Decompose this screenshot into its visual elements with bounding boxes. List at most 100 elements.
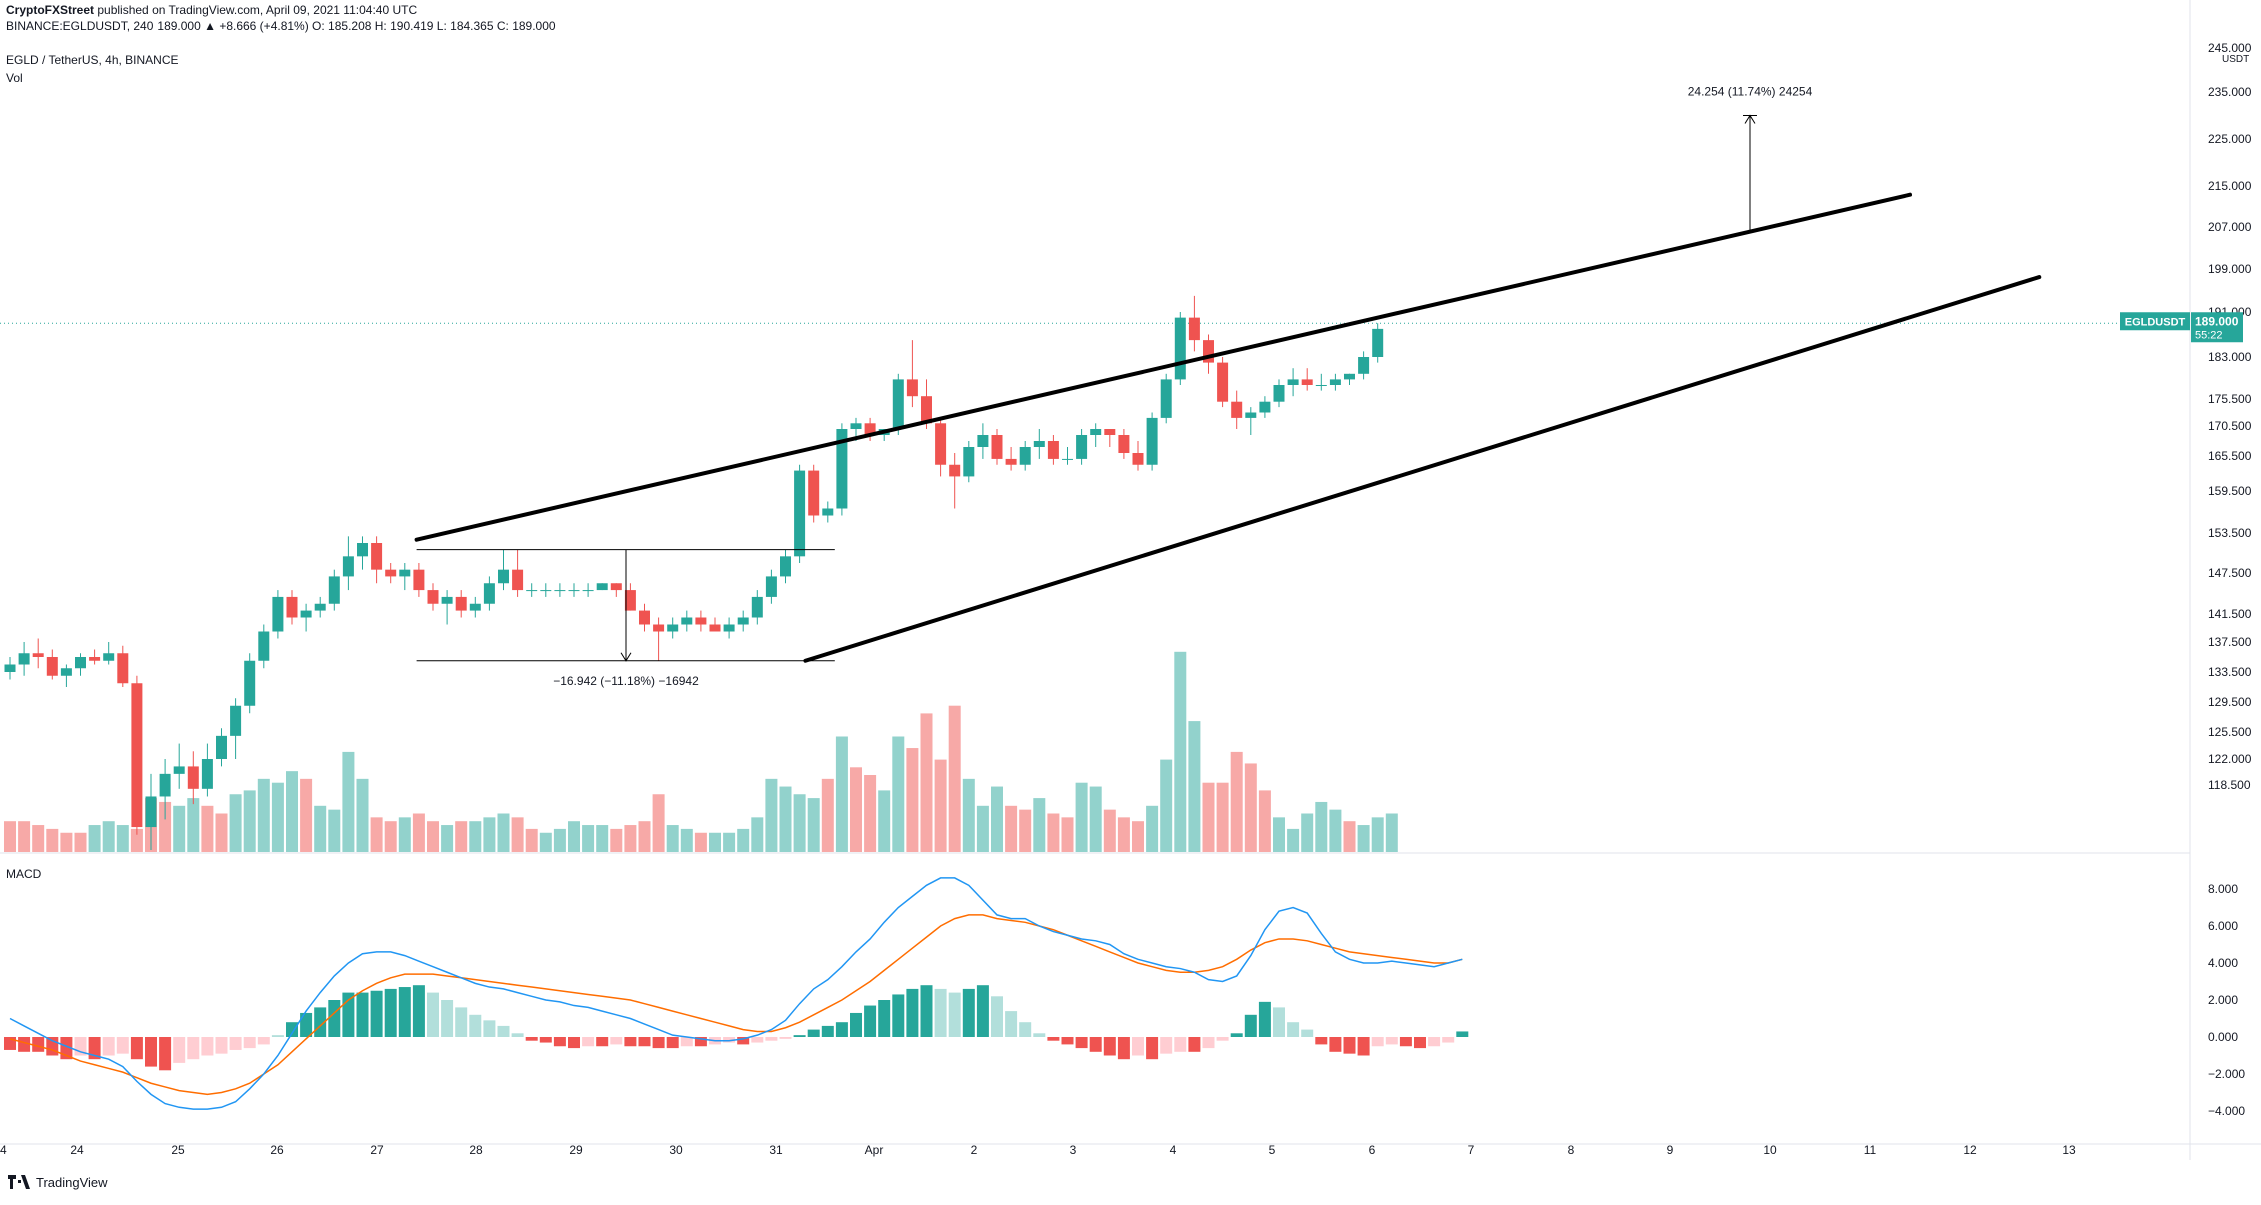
candle-body[interactable] (187, 766, 199, 789)
candle-body[interactable] (1259, 401, 1271, 413)
candle-body[interactable] (1146, 417, 1158, 465)
candle-body[interactable] (145, 796, 157, 828)
candle-body[interactable] (1217, 362, 1229, 402)
candle-body[interactable] (667, 624, 679, 632)
candle-body[interactable] (639, 610, 650, 625)
candle-body[interactable] (4, 664, 16, 673)
candle-body[interactable] (1358, 357, 1370, 374)
candle-body[interactable] (1344, 373, 1355, 380)
candle-body[interactable] (596, 583, 608, 591)
candle-body[interactable] (1315, 385, 1327, 386)
candle-body[interactable] (624, 590, 636, 611)
candle-body[interactable] (371, 543, 383, 570)
candle-body[interactable] (991, 435, 1003, 459)
candle-body[interactable] (427, 590, 439, 604)
candle-body[interactable] (1301, 379, 1313, 385)
candle-body[interactable] (1019, 447, 1031, 465)
wedge-trendline[interactable] (414, 192, 1912, 542)
candle-body[interactable] (1329, 379, 1341, 385)
candle-body[interactable] (1090, 429, 1102, 435)
candle-body[interactable] (709, 624, 721, 632)
candle-body[interactable] (441, 596, 453, 604)
candle-body[interactable] (357, 543, 368, 557)
candle-body[interactable] (977, 435, 989, 447)
candle-body[interactable] (906, 379, 918, 397)
candle-body[interactable] (216, 735, 227, 759)
candle-body[interactable] (1231, 401, 1243, 418)
candle-body[interactable] (1005, 458, 1017, 465)
candle-body[interactable] (328, 576, 340, 604)
tradingview-logo[interactable]: TradingView (8, 1172, 108, 1192)
author-name[interactable]: CryptoFXStreet (6, 3, 95, 17)
candle-body[interactable] (469, 603, 481, 611)
candle-body[interactable] (949, 464, 961, 477)
candle-body[interactable] (723, 624, 735, 632)
candle-body[interactable] (794, 470, 806, 557)
candle-body[interactable] (1062, 458, 1073, 460)
candle-body[interactable] (60, 668, 72, 676)
candle-body[interactable] (681, 617, 693, 625)
candle-body[interactable] (1372, 328, 1384, 357)
candle-body[interactable] (1033, 441, 1045, 447)
candle-body[interactable] (582, 590, 594, 592)
candle-body[interactable] (399, 569, 411, 577)
candle-body[interactable] (483, 583, 495, 604)
candle-body[interactable] (808, 470, 820, 516)
candle-body[interactable] (822, 508, 834, 516)
wedge-trendline[interactable] (803, 275, 2042, 663)
candle-body[interactable] (780, 556, 791, 577)
candle-body[interactable] (1132, 453, 1144, 465)
candle-body[interactable] (1076, 435, 1088, 459)
candle-body[interactable] (610, 583, 622, 591)
candle-body[interactable] (1203, 340, 1214, 363)
candle-body[interactable] (103, 653, 115, 661)
candle-body[interactable] (512, 569, 524, 591)
candle-body[interactable] (117, 653, 129, 684)
candle-body[interactable] (1160, 379, 1172, 418)
candle-body[interactable] (258, 631, 270, 661)
candle-body[interactable] (892, 379, 904, 429)
candle-body[interactable] (1245, 412, 1257, 418)
candle-body[interactable] (18, 653, 30, 665)
candle-body[interactable] (46, 657, 58, 676)
candle-body[interactable] (385, 569, 397, 577)
candle-body[interactable] (751, 596, 763, 618)
candle-body[interactable] (159, 773, 171, 797)
candle-body[interactable] (173, 766, 185, 774)
candle-body[interactable] (413, 569, 425, 591)
candle-body[interactable] (864, 423, 876, 435)
candle-body[interactable] (568, 590, 580, 592)
candle-body[interactable] (300, 610, 312, 618)
candle-body[interactable] (201, 759, 213, 789)
candle-body[interactable] (695, 617, 707, 625)
candle-body[interactable] (540, 590, 552, 592)
candle-body[interactable] (272, 596, 284, 632)
candle-body[interactable] (230, 705, 242, 736)
candle-body[interactable] (1273, 385, 1285, 402)
candle-body[interactable] (1118, 435, 1130, 453)
candle-body[interactable] (1104, 429, 1116, 435)
candle-body[interactable] (921, 396, 932, 424)
candle-body[interactable] (75, 657, 86, 669)
candle-body[interactable] (342, 556, 354, 577)
candle-body[interactable] (89, 657, 101, 661)
candle-body[interactable] (455, 596, 467, 611)
candle-body[interactable] (32, 653, 44, 657)
candle-body[interactable] (314, 603, 326, 611)
candle-body[interactable] (554, 590, 566, 592)
candle-body[interactable] (286, 596, 298, 618)
candle-body[interactable] (850, 423, 862, 429)
candle-body[interactable] (935, 423, 947, 465)
candle-body[interactable] (498, 569, 509, 584)
candle-body[interactable] (131, 683, 143, 828)
candle-body[interactable] (836, 429, 848, 509)
candle-body[interactable] (963, 447, 975, 477)
candle-body[interactable] (765, 576, 777, 597)
candle-body[interactable] (653, 624, 665, 632)
candle-body[interactable] (1174, 317, 1186, 380)
candle-body[interactable] (1287, 379, 1299, 385)
candle-body[interactable] (244, 660, 256, 706)
candle-body[interactable] (737, 617, 749, 625)
